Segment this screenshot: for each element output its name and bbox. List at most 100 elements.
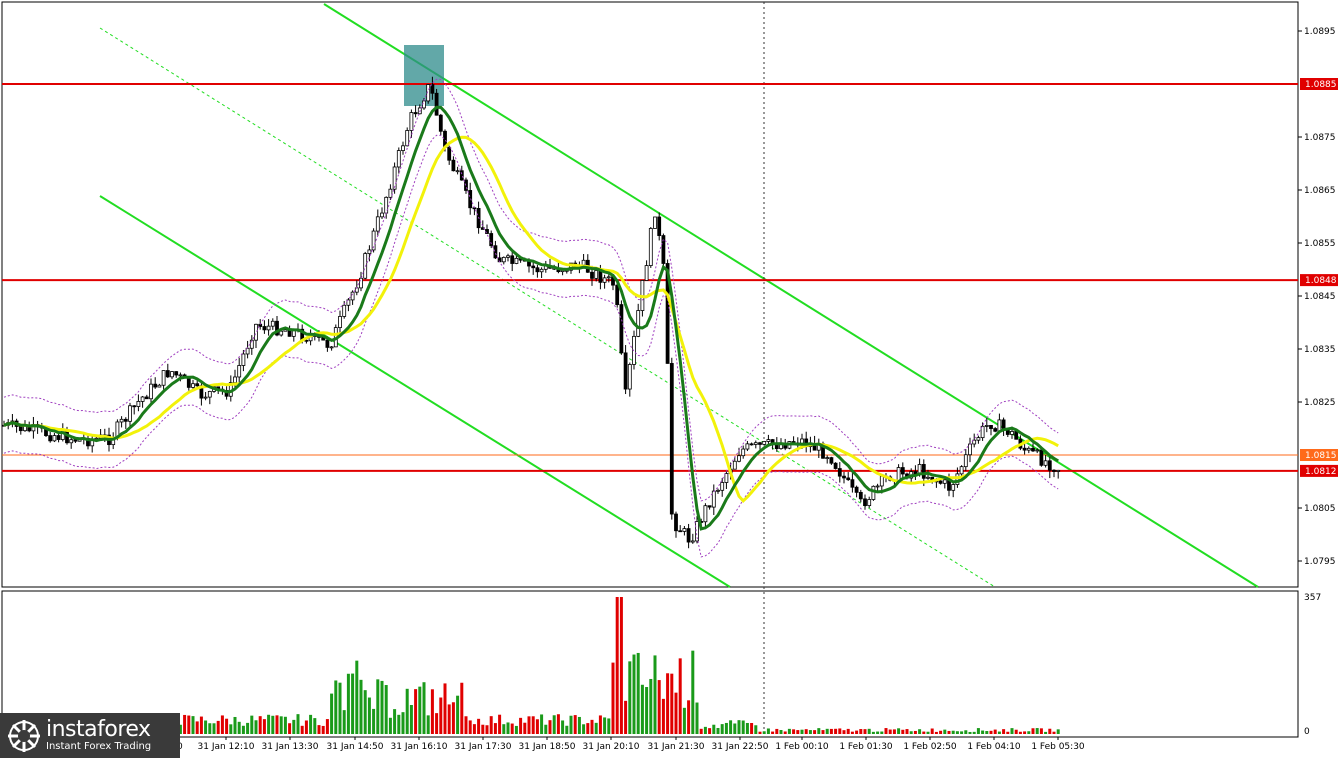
candle-body [346,299,351,306]
candle-body [695,521,699,542]
volume-bar [540,714,544,734]
volume-bar [460,682,464,734]
channel-line [99,195,731,588]
candle-body [959,466,964,475]
candle-body [510,255,515,264]
volume-bar [855,730,859,734]
volume-bar [477,718,481,734]
volume-bar [888,729,892,734]
candle-body [703,505,708,523]
candle-body [409,112,414,131]
volume-bar [1048,728,1052,734]
candle-body [438,114,443,132]
logo-icon [6,718,42,754]
volume-bar [582,724,586,734]
volume-bar [565,725,569,734]
volume-bar [422,682,426,734]
time-label: 31 Jan 12:10 [198,742,255,752]
candle-body [942,479,947,484]
candle-body [128,405,132,422]
candle-body [170,371,174,378]
candle-body [233,376,237,384]
volume-bar [897,728,901,734]
volume-bar [514,725,518,734]
volume-bar [892,729,896,734]
price-tag-label: 1.0815 [1305,451,1337,461]
volume-max-label: 357 [1304,593,1321,603]
volume-bar [577,716,581,734]
volume-bar [414,689,418,734]
envelope-lower [3,134,1059,558]
candle-body [732,460,737,470]
volume-bar [850,731,854,734]
candle-body [606,276,611,279]
volume-bar [1002,729,1006,734]
candle-body [161,370,166,386]
candle-body [682,528,687,532]
volume-bar [443,683,447,734]
candle-body [455,170,460,173]
candle-body [396,150,401,168]
volume-bar [825,728,829,734]
candle-body [375,216,380,232]
volume-bar [972,731,976,734]
volume-bar [632,654,636,734]
volume-bar [955,731,959,734]
candle-body [774,444,779,450]
time-label: 31 Jan 13:30 [262,742,319,752]
volume-bar [485,725,489,734]
volume-bar [909,731,913,734]
volume-bar [208,723,212,734]
time-label: 31 Jan 14:50 [327,742,384,752]
volume-bar [624,700,628,734]
candle-body [1022,447,1027,451]
candle-body [921,464,926,479]
volume-bar [670,673,674,734]
candle-body [258,323,263,327]
candle-body [724,473,729,483]
candle-body [955,473,960,485]
price-tag-label: 1.0848 [1305,276,1337,286]
volume-bar [254,720,258,734]
volume-bar [489,716,493,734]
volume-bar [183,714,187,734]
time-label-partial: 0 [177,742,183,752]
time-label: 1 Feb 02:50 [903,742,957,752]
volume-bar [695,702,699,734]
brand-name: instaforex [46,716,151,742]
candle-body [531,265,536,269]
candle-body [405,130,410,147]
candle-body [48,435,53,442]
volume-bar [544,724,548,734]
candle-body [980,425,985,439]
volume-bar [216,720,220,734]
price-tick-label: 1.0895 [1304,27,1336,37]
candle-body [539,268,544,273]
instaforex-logo: instaforex Instant Forex Trading [0,713,180,758]
price-tag-label: 1.0885 [1305,80,1337,90]
candle-body [262,326,267,331]
volume-bar [493,723,497,734]
volume-bar [317,725,321,734]
candle-body [846,477,851,481]
volume-bar [506,722,510,734]
volume-bar [964,730,968,734]
candle-body [837,468,842,477]
volume-bar [1010,728,1014,734]
volume-bar [901,729,905,734]
candle-body [1031,447,1035,452]
horizontal-levels [2,2,1298,737]
candle-body [875,485,880,488]
volume-bar [905,729,909,734]
volume-bar [447,704,451,734]
volume-bar [199,716,203,734]
candle-body [157,384,162,388]
volume-bar [838,728,842,734]
time-label: 1 Feb 05:30 [1031,742,1085,752]
volume-bar [796,730,800,734]
volume-bar [636,652,640,734]
candle-body [325,339,330,348]
candle-body [1056,469,1061,472]
candle-body [854,486,859,493]
candle-body [371,230,376,251]
